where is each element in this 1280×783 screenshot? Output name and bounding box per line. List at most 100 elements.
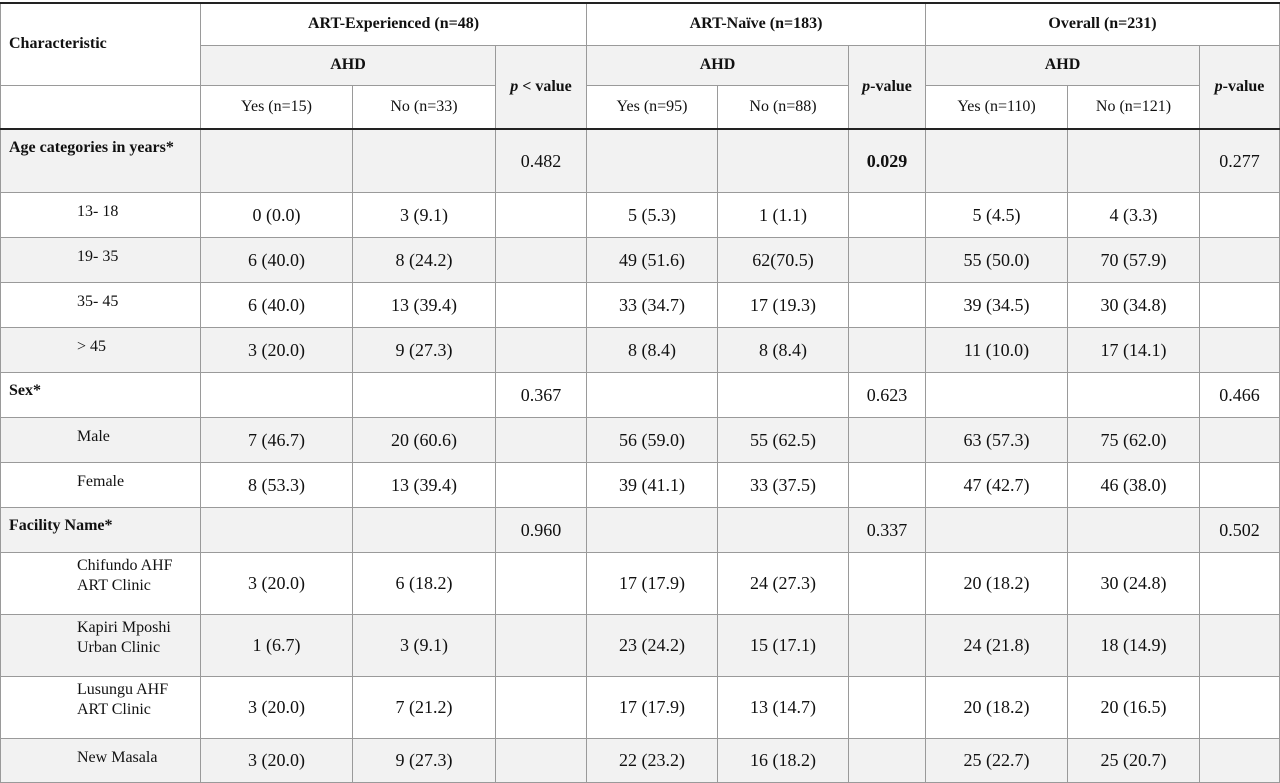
table-row: Lusungu AHF ART Clinic 3 (20.0) 7 (21.2)… — [0, 675, 1280, 739]
cell-value: 8 (53.3) — [200, 461, 353, 508]
cell-value: 30 (34.8) — [1067, 281, 1201, 328]
header-ahd-2: AHD — [586, 44, 850, 86]
row-label: 35- 45 — [0, 281, 201, 328]
cell-value: 33 (34.7) — [586, 281, 719, 328]
header-pvalue-1: p < value — [494, 44, 588, 130]
cell-value: 3 (20.0) — [200, 551, 353, 615]
cell-value: 25 (20.7) — [1067, 737, 1201, 783]
cell-value: 5 (5.3) — [586, 191, 719, 238]
cell-value: 8 (8.4) — [586, 326, 719, 373]
table-row: 19- 35 6 (40.0) 8 (24.2) 49 (51.6) 62(70… — [0, 236, 1280, 283]
cell-value: 33 (37.5) — [717, 461, 850, 508]
row-label: Lusungu AHF ART Clinic — [0, 675, 201, 739]
table-row: Male 7 (46.7) 20 (60.6) 56 (59.0) 55 (62… — [0, 416, 1280, 463]
cell-value: 6 (40.0) — [200, 236, 353, 283]
header-group-overall: Overall (n=231) — [925, 2, 1280, 46]
cell-value: 3 (20.0) — [200, 675, 353, 739]
cell-value: 47 (42.7) — [925, 461, 1069, 508]
cell-value: 13 (14.7) — [717, 675, 850, 739]
p-rest: -value — [1222, 77, 1265, 95]
cell-value: 62(70.5) — [717, 236, 850, 283]
cell-value: 0 (0.0) — [200, 191, 353, 238]
cell-value: 8 (24.2) — [352, 236, 496, 283]
cell-value: 16 (18.2) — [717, 737, 850, 783]
table-row: > 45 3 (20.0) 9 (27.3) 8 (8.4) 8 (8.4) 1… — [0, 326, 1280, 373]
header-no-3: No (n=121) — [1067, 84, 1201, 130]
category-label: Age categories in years* — [0, 128, 201, 193]
cell-value: 56 (59.0) — [586, 416, 719, 463]
cell-value: 17 (17.9) — [586, 675, 719, 739]
cell-value: 1 (1.1) — [717, 191, 850, 238]
cell-value: 20 (60.6) — [352, 416, 496, 463]
cell-value: 39 (34.5) — [925, 281, 1069, 328]
cell-value: 22 (23.2) — [586, 737, 719, 783]
cell-value: 11 (10.0) — [925, 326, 1069, 373]
cell-value: 6 (18.2) — [352, 551, 496, 615]
p-rest: < value — [518, 77, 572, 95]
cell-value: 46 (38.0) — [1067, 461, 1201, 508]
header-ahd-1: AHD — [200, 44, 496, 86]
cell-value: 24 (21.8) — [925, 613, 1069, 677]
cell-value: 18 (14.9) — [1067, 613, 1201, 677]
p-italic: p — [1214, 77, 1223, 95]
cell-value: 15 (17.1) — [717, 613, 850, 677]
category-label: Sex* — [0, 371, 201, 418]
cell-value: 6 (40.0) — [200, 281, 353, 328]
header-group-art-experienced: ART-Experienced (n=48) — [199, 2, 588, 46]
header-no-1: No (n=33) — [352, 84, 496, 130]
row-label: 13- 18 — [0, 191, 201, 238]
header-yes-1: Yes (n=15) — [200, 84, 353, 130]
cell-value: 1 (6.7) — [200, 613, 353, 677]
table-row: Sex* 0.367 0.623 0.466 — [0, 371, 1280, 418]
cell-value: 7 (46.7) — [200, 416, 353, 463]
cell-value: 3 (20.0) — [200, 737, 353, 783]
p-value: 0.482 — [494, 128, 588, 193]
p-value: 0.502 — [1199, 506, 1280, 553]
row-label: 19- 35 — [0, 236, 201, 283]
p-italic: p — [510, 77, 519, 95]
cell-value: 49 (51.6) — [586, 236, 719, 283]
p-value: 0.337 — [848, 506, 927, 553]
cell-value: 3 (9.1) — [352, 191, 496, 238]
header-yes-3: Yes (n=110) — [925, 84, 1069, 130]
p-rest: -value — [870, 77, 912, 95]
p-value: 0.466 — [1199, 371, 1280, 418]
table-row: Kapiri Mposhi Urban Clinic 1 (6.7) 3 (9.… — [0, 613, 1280, 677]
cell-value: 8 (8.4) — [717, 326, 850, 373]
header-pvalue-2: p-value — [848, 44, 927, 130]
row-label: Female — [0, 461, 201, 508]
cell-value: 39 (41.1) — [586, 461, 719, 508]
p-italic: p — [862, 77, 871, 95]
cell-value: 24 (27.3) — [717, 551, 850, 615]
table-row: 13- 18 0 (0.0) 3 (9.1) 5 (5.3) 1 (1.1) 5… — [0, 191, 1280, 238]
cell-value: 20 (18.2) — [925, 551, 1069, 615]
cell-value: 13 (39.4) — [352, 281, 496, 328]
table-row: Female 8 (53.3) 13 (39.4) 39 (41.1) 33 (… — [0, 461, 1280, 508]
category-label: Facility Name* — [0, 506, 201, 553]
header-pvalue-3: p-value — [1199, 44, 1280, 130]
cell-value: 13 (39.4) — [352, 461, 496, 508]
cell-value: 55 (62.5) — [717, 416, 850, 463]
cell-value: 25 (22.7) — [925, 737, 1069, 783]
table-row: Age categories in years* 0.482 0.029 0.2… — [0, 128, 1280, 193]
p-value: 0.029 — [848, 128, 927, 193]
p-value: 0.367 — [494, 371, 588, 418]
p-value: 0.623 — [848, 371, 927, 418]
cell-value: 70 (57.9) — [1067, 236, 1201, 283]
cell-value: 3 (9.1) — [352, 613, 496, 677]
header-group-art-naive: ART-Naïve (n=183) — [586, 2, 927, 46]
row-label: Male — [0, 416, 201, 463]
cell-value: 20 (16.5) — [1067, 675, 1201, 739]
cell-value: 17 (19.3) — [717, 281, 850, 328]
cell-value: 20 (18.2) — [925, 675, 1069, 739]
table-row: Facility Name* 0.960 0.337 0.502 — [0, 506, 1280, 553]
cell-value: 30 (24.8) — [1067, 551, 1201, 615]
cell-value: 75 (62.0) — [1067, 416, 1201, 463]
header-characteristic: Characteristic — [0, 2, 201, 86]
cell-value: 17 (17.9) — [586, 551, 719, 615]
table-row: New Masala 3 (20.0) 9 (27.3) 22 (23.2) 1… — [0, 737, 1280, 783]
cell-value: 17 (14.1) — [1067, 326, 1201, 373]
cell-value: 9 (27.3) — [352, 737, 496, 783]
row-label: Chifundo AHF ART Clinic — [0, 551, 201, 615]
